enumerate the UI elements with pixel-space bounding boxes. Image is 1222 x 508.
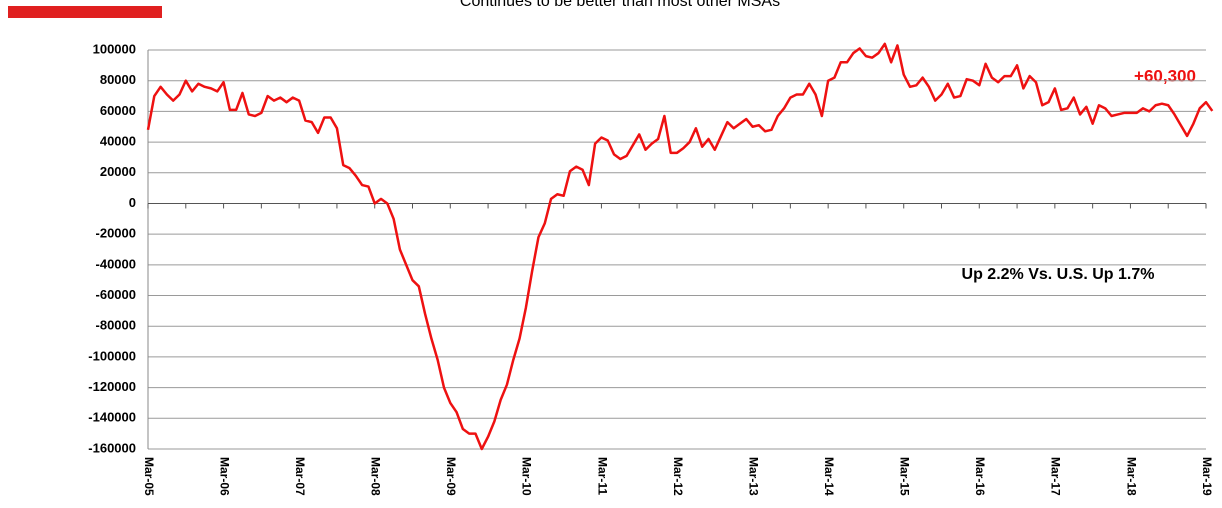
x-tick-label: Mar-14 [822,457,836,496]
x-tick-label: Mar-18 [1124,457,1138,496]
y-tick-label: -120000 [88,379,136,394]
y-tick-label: -40000 [96,256,136,271]
comparison-annotation: Up 2.2% Vs. U.S. Up 1.7% [962,266,1155,283]
y-tick-label: 20000 [100,164,136,179]
x-tick-label: Mar-07 [293,457,307,496]
x-tick-label: Mar-10 [520,457,534,496]
y-tick-label: -80000 [96,318,136,333]
x-tick-label: Mar-17 [1049,457,1063,496]
x-tick-label: Mar-15 [898,457,912,496]
y-tick-label: -100000 [88,348,136,363]
y-tick-label: -60000 [96,287,136,302]
y-tick-label: 80000 [100,72,136,87]
x-tick-label: Mar-12 [671,457,685,496]
y-tick-label: -140000 [88,410,136,425]
x-tick-label: Mar-09 [444,457,458,496]
x-tick-label: Mar-05 [142,457,156,496]
y-tick-label: 40000 [100,134,136,149]
chart-title: Continues to be better than most other M… [460,0,780,10]
x-tick-label: Mar-13 [746,457,760,496]
x-tick-label: Mar-11 [595,457,609,495]
y-tick-label: -20000 [96,226,136,241]
x-tick-label: Mar-08 [369,457,383,496]
data-line [146,42,1214,451]
x-tick-label: Mar-06 [217,457,231,496]
end-annotation: +60,300 [1134,66,1196,85]
x-tick-label: Mar-16 [973,457,987,496]
y-tick-label: 60000 [100,103,136,118]
y-tick-label: -160000 [88,440,136,455]
brand-bar [8,6,162,18]
x-tick-label: Mar-19 [1200,457,1214,496]
y-tick-label: 0 [129,195,136,210]
y-tick-label: 100000 [93,41,136,56]
